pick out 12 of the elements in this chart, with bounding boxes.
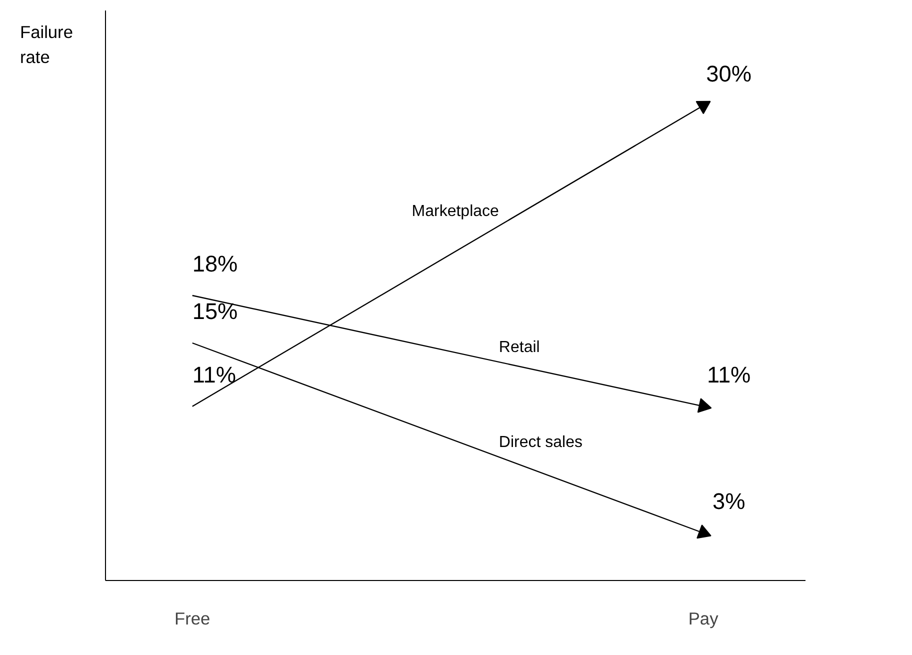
data-label: 30% (706, 60, 752, 86)
series-label: Retail (498, 339, 540, 356)
x-tick-label: Pay (688, 608, 719, 628)
data-label: 18% (192, 250, 238, 276)
data-label: 3% (712, 488, 746, 514)
x-tick-label: Free (174, 608, 210, 628)
y-axis-title: Failure rate (20, 21, 74, 69)
data-label: 11% (707, 361, 751, 388)
data-label: 11% (192, 361, 236, 388)
series-label: Marketplace (412, 202, 500, 220)
series-label: Direct sales (498, 434, 583, 451)
data-label: 15% (192, 298, 238, 324)
